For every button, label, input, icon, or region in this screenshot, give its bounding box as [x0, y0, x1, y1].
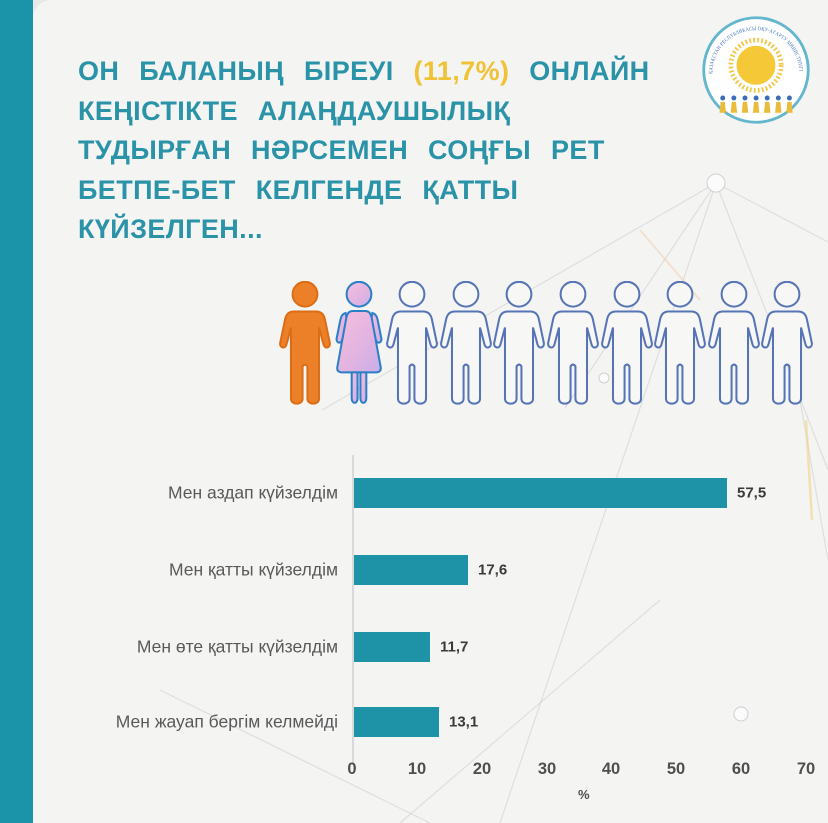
person-male-outline	[758, 280, 816, 418]
pictograph-ten-children	[33, 280, 828, 418]
bar	[354, 555, 468, 585]
headline-line: БЕТПЕ-БЕТ КЕЛГЕНДЕ ҚАТТЫ	[78, 171, 650, 211]
logo-person-icon	[741, 95, 749, 113]
bar-category-label: Мен қатты күйзелдім	[168, 559, 338, 580]
headline-line: ТУДЫРҒАН НӘРСЕМЕН СОҢҒЫ РЕТ	[78, 131, 650, 171]
bar-value-label: 11,7	[440, 638, 469, 656]
bar-category-label: Мен жауап бергім келмейді	[115, 711, 338, 732]
person-male-outline	[383, 280, 441, 418]
x-axis-tick: 0	[347, 760, 357, 778]
bar	[354, 478, 727, 508]
headline-text: КҮЙЗЕЛГЕН...	[78, 214, 263, 244]
x-axis-tick: 30	[537, 760, 557, 778]
bar-chart: Мен аздап күйзелдім 57,5 Мен қатты күйзелд…	[33, 455, 828, 810]
sun-icon	[736, 45, 776, 85]
headline-line: КЕҢІСТІКТЕ АЛАҢДАУШЫЛЫҚ	[78, 92, 650, 132]
logo-person-icon	[786, 95, 793, 113]
person-female-filled	[330, 280, 388, 418]
person-male-outline	[705, 280, 763, 418]
headline-highlight: (11,7%)	[413, 56, 510, 86]
left-accent-band	[0, 0, 33, 823]
bar-value-label: 17,6	[478, 561, 508, 579]
headline-line: КҮЙЗЕЛГЕН...	[78, 210, 650, 250]
bar-category-label: Мен аздап күйзелдім	[168, 482, 338, 503]
x-axis-tick: 20	[472, 760, 492, 778]
person-male-filled	[276, 280, 334, 418]
x-axis-tick: 40	[601, 760, 621, 778]
x-axis-tick: 70	[796, 760, 816, 778]
chart-axis-line	[352, 455, 354, 765]
x-axis-tick: 10	[407, 760, 427, 778]
x-axis-tick: 50	[666, 760, 686, 778]
person-male-outline	[490, 280, 548, 418]
person-male-outline	[598, 280, 656, 418]
person-male-outline	[651, 280, 709, 418]
x-axis-unit-label: %	[578, 787, 590, 802]
headline-text: ТУДЫРҒАН НӘРСЕМЕН СОҢҒЫ РЕТ	[78, 135, 605, 165]
bar-category-label: Мен өте қатты күйзелдім	[136, 636, 338, 657]
bar-value-label: 13,1	[449, 713, 479, 731]
person-male-outline	[544, 280, 602, 418]
sun-rays-icon	[728, 37, 784, 93]
headline-text: БЕТПЕ-БЕТ КЕЛГЕНДЕ ҚАТТЫ	[78, 174, 519, 205]
headline-text: ОНЛАЙН	[509, 56, 650, 86]
headline: ОН БАЛАНЫҢ БІРЕУІ (11,7%) ОНЛАЙН КЕҢІСТІК…	[78, 52, 650, 250]
logo-person-icon	[775, 95, 782, 113]
bar-value-label: 57,5	[737, 484, 767, 502]
content-card: ОН БАЛАНЫҢ БІРЕУІ (11,7%) ОНЛАЙН КЕҢІСТІК…	[33, 0, 828, 823]
headline-text: КЕҢІСТІКТЕ АЛАҢДАУШЫЛЫҚ	[78, 95, 511, 126]
x-axis-tick: 60	[731, 760, 751, 778]
headline-line: ОН БАЛАНЫҢ БІРЕУІ (11,7%) ОНЛАЙН	[78, 52, 650, 92]
person-male-outline	[437, 280, 495, 418]
bar	[354, 707, 439, 737]
logo-person-icon	[763, 95, 771, 113]
network-node-dot	[706, 173, 726, 193]
logo-person-icon	[730, 95, 738, 113]
ministry-logo: ҚАЗАҚСТАН РЕСПУБЛИКАСЫ ОҚУ-АҒАРТУ МИНИСТ…	[702, 16, 810, 124]
logo-person-icon	[752, 95, 760, 113]
bar	[354, 632, 430, 662]
headline-text: ОН БАЛАНЫҢ БІРЕУІ	[78, 56, 414, 86]
logo-person-icon	[719, 95, 726, 113]
